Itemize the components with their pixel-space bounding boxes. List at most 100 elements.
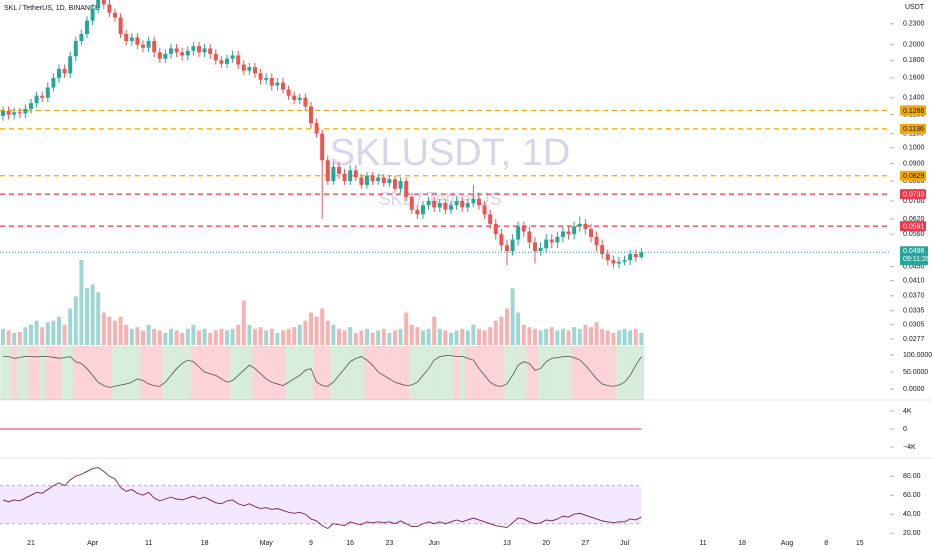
zone <box>532 346 538 400</box>
volume-bar <box>639 332 644 345</box>
volume-bar <box>532 328 537 345</box>
volume-bar <box>1 328 6 345</box>
volume-bar <box>521 324 526 345</box>
candle-body <box>544 239 549 249</box>
volume-bar <box>336 328 341 345</box>
zone <box>369 346 376 400</box>
volume-bar <box>286 328 291 345</box>
candle-body <box>499 234 504 246</box>
zone <box>408 346 415 400</box>
x-tick-label: 9 <box>309 540 313 547</box>
volume-bar <box>90 284 95 345</box>
zone <box>218 346 225 400</box>
candle-body <box>488 214 493 224</box>
volume-bar <box>124 324 129 345</box>
zone <box>296 346 303 400</box>
price-pane <box>0 0 890 345</box>
candle-body <box>152 40 157 53</box>
zone <box>487 346 493 400</box>
zone <box>504 346 510 400</box>
candle-body <box>269 77 274 86</box>
zone <box>134 346 141 400</box>
zone <box>336 346 342 400</box>
candle-body <box>443 203 448 210</box>
volume-bar <box>208 332 213 345</box>
volume-bar <box>146 324 151 345</box>
candle-body <box>6 111 11 115</box>
volume-bar <box>516 312 521 345</box>
zone <box>11 346 18 400</box>
volume-bar <box>482 330 487 345</box>
volume-bar <box>426 328 431 345</box>
volume-bar <box>409 324 414 345</box>
zone <box>33 346 40 400</box>
candle-body <box>107 4 112 13</box>
candle-body <box>639 252 644 258</box>
candle-body <box>79 33 84 41</box>
price-badge-label: 0.1136 <box>903 126 924 133</box>
zone <box>453 346 460 400</box>
zone <box>364 346 370 400</box>
volume-bar <box>118 316 123 345</box>
volume-bar <box>476 328 481 345</box>
zone <box>235 346 241 400</box>
candle-body <box>398 181 403 189</box>
candle-body <box>163 53 168 59</box>
candle-body <box>280 82 285 90</box>
candle-body <box>62 68 67 74</box>
volume-bar <box>471 324 476 345</box>
candle-body <box>297 97 302 100</box>
y-tick-label: 0.1000 <box>903 145 925 152</box>
volume-bar <box>448 332 453 345</box>
volume-bar <box>213 330 218 345</box>
zone <box>84 346 90 400</box>
zone <box>252 346 258 400</box>
candle-body <box>101 0 106 5</box>
zone <box>593 346 600 400</box>
candle-body <box>370 175 375 182</box>
candle-body <box>572 226 577 235</box>
candle-body <box>112 12 117 18</box>
volume-bar <box>633 328 638 345</box>
zone <box>576 346 583 400</box>
zone <box>140 346 146 400</box>
candle-body <box>124 33 129 41</box>
zone <box>571 346 577 400</box>
candle-body <box>532 242 537 252</box>
volume-bar <box>112 320 117 345</box>
y-tick-label: 0 <box>903 426 907 433</box>
volume-bar <box>275 332 280 345</box>
zone <box>543 346 549 400</box>
volume-bar <box>129 328 134 345</box>
candle-body <box>448 205 453 210</box>
zone <box>22 346 29 400</box>
candle-body <box>68 56 73 74</box>
volume-bar <box>342 330 347 345</box>
volume-bar <box>437 328 442 345</box>
x-tick-label: Jun <box>429 540 440 547</box>
volume-bar <box>555 330 560 345</box>
candle-body <box>437 203 442 208</box>
volume-bar <box>180 332 185 345</box>
x-tick-label: 11 <box>699 540 706 547</box>
volume-bar <box>404 312 409 345</box>
zone <box>168 346 174 400</box>
candle-body <box>471 198 476 204</box>
zone <box>509 346 516 400</box>
y-tick-label: 4K <box>903 408 912 415</box>
candle-body <box>359 177 364 185</box>
volume-bar <box>17 332 22 345</box>
volume-bar <box>34 320 39 345</box>
volume-bar <box>107 316 112 345</box>
x-tick-label: Aug <box>781 540 794 547</box>
volume-bar <box>353 332 358 345</box>
volume-bar <box>628 330 633 345</box>
zone <box>95 346 101 400</box>
volume-bar <box>510 288 515 345</box>
zone <box>156 346 163 400</box>
zone <box>498 346 505 400</box>
zone <box>352 346 359 400</box>
x-tick-label: 11 <box>145 540 152 547</box>
candle-body <box>510 239 515 252</box>
band <box>0 485 642 524</box>
